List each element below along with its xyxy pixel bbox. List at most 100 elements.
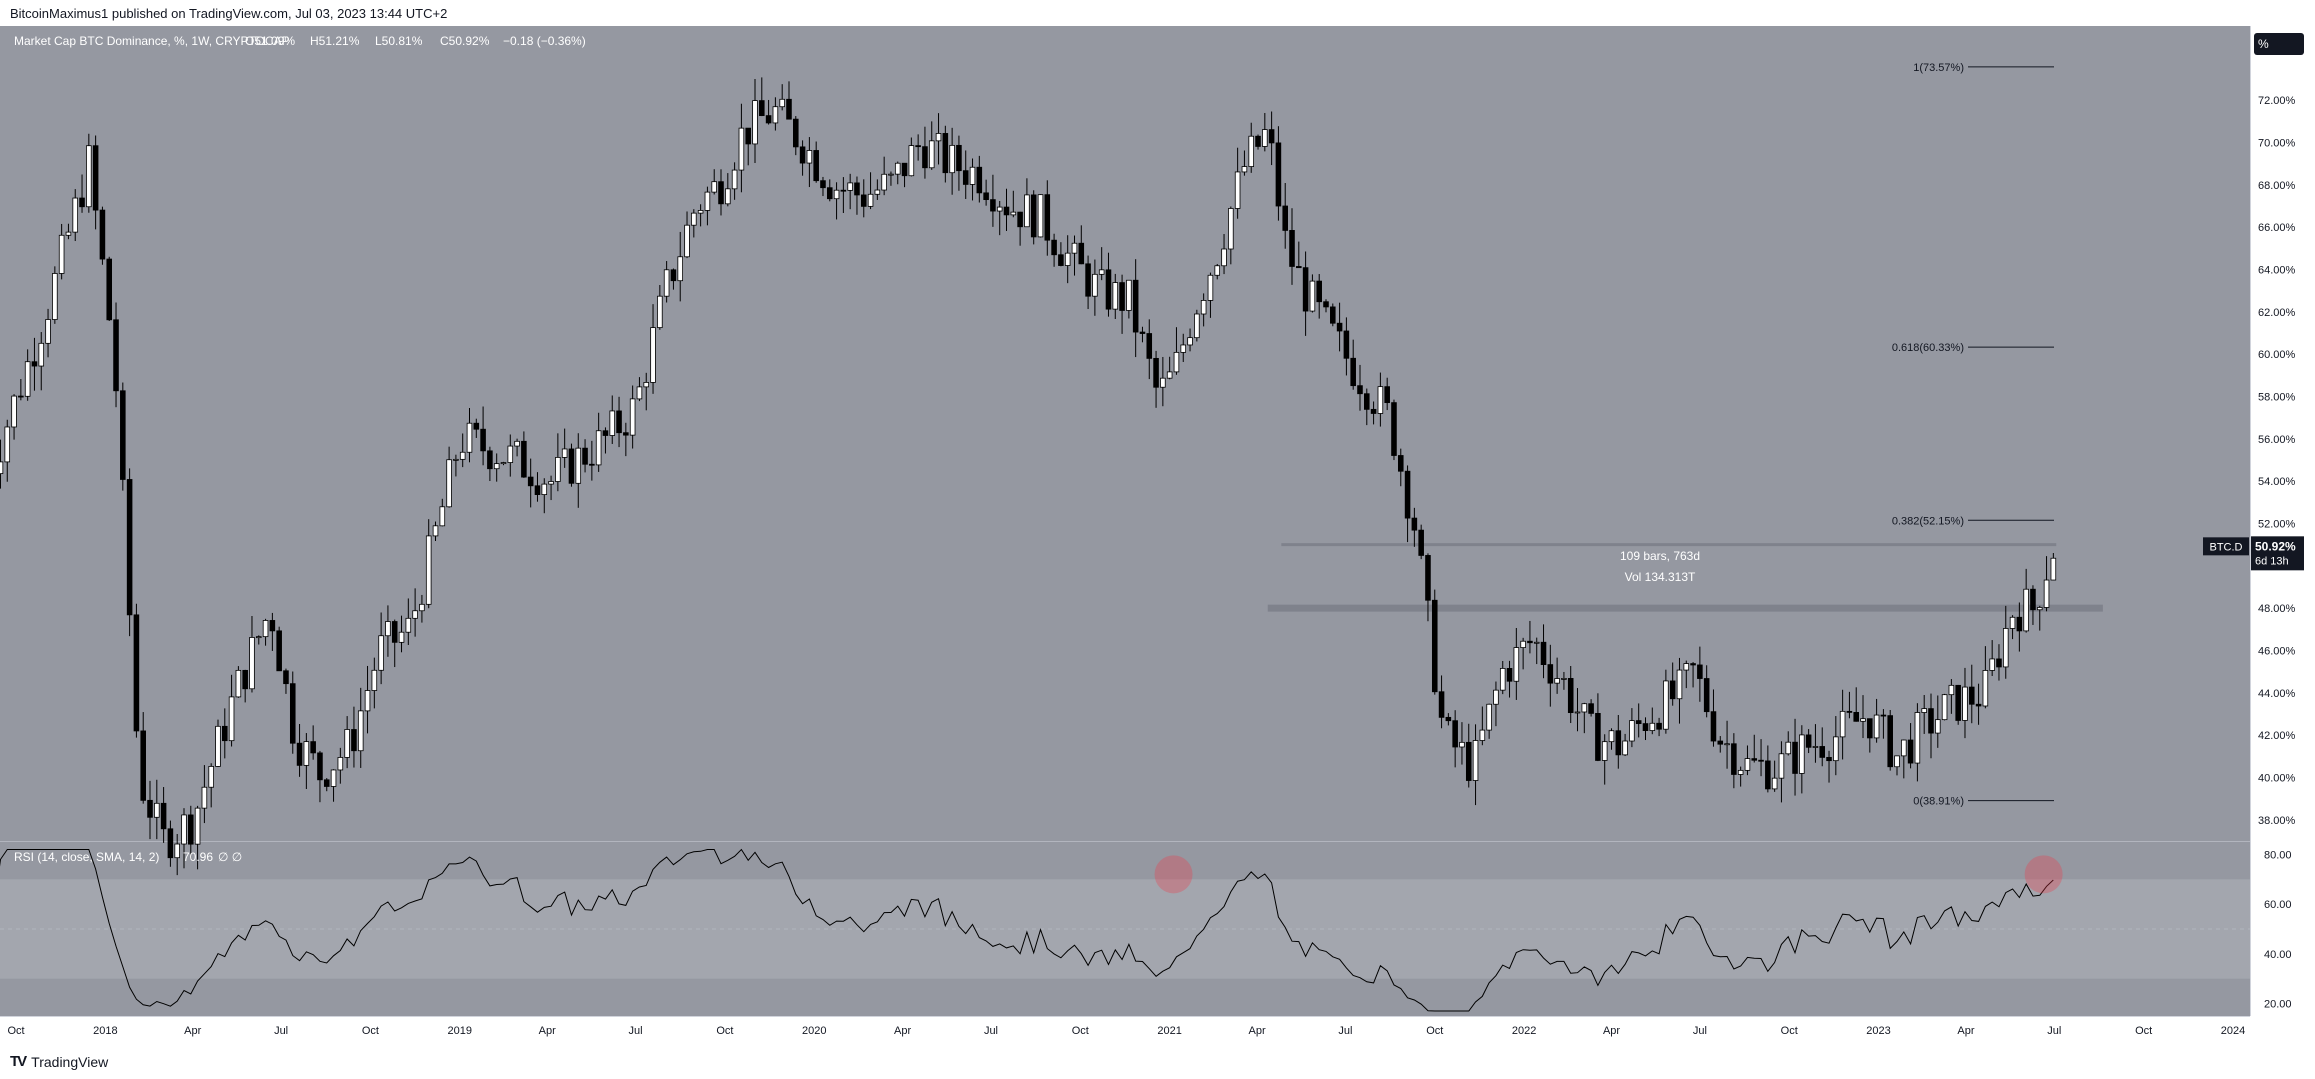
candle-body <box>1228 208 1234 250</box>
candle-body <box>657 295 663 329</box>
candle <box>1799 725 1805 794</box>
fib-label: 0(38.91%) <box>1913 796 1964 808</box>
unit-button[interactable]: % <box>2254 33 2304 55</box>
candle-body <box>663 269 670 297</box>
candle <box>568 443 575 487</box>
candle <box>296 723 303 777</box>
candle <box>1268 111 1275 166</box>
candle <box>595 412 602 472</box>
candle <box>1989 640 1995 676</box>
candle <box>1105 252 1112 317</box>
candle <box>514 438 520 457</box>
candle <box>1486 703 1492 739</box>
candle-body <box>188 814 194 845</box>
ohlc-low: L50.81% <box>375 34 423 48</box>
candle-body <box>1370 408 1377 414</box>
candle-body <box>1064 252 1071 266</box>
price-tick: 46.00% <box>2258 645 2296 657</box>
candle <box>1663 669 1669 734</box>
candle-body <box>1601 741 1608 761</box>
candle-body <box>860 194 867 207</box>
candle-body <box>405 617 412 633</box>
candle <box>1697 646 1703 702</box>
price-tick: 52.00% <box>2258 518 2296 530</box>
candle <box>357 687 364 768</box>
horizontal-levels[interactable] <box>1267 543 2103 612</box>
candle <box>1234 147 1241 219</box>
candle-body <box>500 462 507 465</box>
candle <box>317 750 323 803</box>
candle-body <box>854 182 860 196</box>
candle-body <box>1438 691 1445 718</box>
candle <box>1839 689 1846 760</box>
candle-body <box>928 140 935 169</box>
candle <box>793 116 799 156</box>
unit-button-label[interactable]: % <box>2258 37 2269 51</box>
candle <box>1364 388 1370 426</box>
candle <box>1588 699 1594 717</box>
candle <box>106 256 113 322</box>
candle <box>779 84 785 111</box>
candle-body <box>1044 194 1051 241</box>
candle <box>1051 233 1057 267</box>
candle-body <box>453 458 459 461</box>
candle-body <box>167 828 174 859</box>
candle-body <box>684 224 690 258</box>
publish-info: BitcoinMaximus1 published on TradingView… <box>10 6 448 21</box>
candle <box>303 733 310 790</box>
candle <box>487 446 493 482</box>
candle-body <box>1248 135 1255 167</box>
candle-body <box>371 669 378 691</box>
candle-body <box>1397 455 1404 472</box>
price-tick: 62.00% <box>2258 307 2296 319</box>
candle <box>1438 675 1445 729</box>
candle <box>446 446 452 508</box>
candle-body <box>1724 743 1730 746</box>
price-tick: 68.00% <box>2258 180 2296 192</box>
candle <box>412 588 418 637</box>
tradingview-logo[interactable]: TV TradingView <box>10 1053 108 1070</box>
candle <box>58 223 65 280</box>
candle-body <box>1771 777 1778 790</box>
candle <box>1887 709 1893 771</box>
candle <box>310 725 316 760</box>
last-price: 50.92% <box>2255 539 2296 553</box>
candle-body <box>1486 703 1492 731</box>
candle-body <box>1935 719 1941 734</box>
candle-body <box>1561 678 1567 680</box>
candle <box>602 427 609 454</box>
candle-body <box>1058 254 1064 266</box>
candles[interactable] <box>0 77 2057 876</box>
candle <box>154 779 160 840</box>
candle <box>1010 190 1017 218</box>
candle-body <box>1826 756 1832 762</box>
candle <box>1336 302 1343 352</box>
candle-body <box>1731 743 1737 775</box>
candle-body <box>1160 377 1166 388</box>
candle <box>657 284 663 330</box>
candle-body <box>133 614 140 732</box>
rsi-value: 70.96 <box>183 850 213 864</box>
candle <box>92 135 99 230</box>
candle <box>215 719 221 768</box>
time-tick: Oct <box>2135 1025 2152 1037</box>
time-tick: Apr <box>184 1025 201 1037</box>
candle-body <box>534 485 541 495</box>
candle <box>548 475 554 501</box>
candle-body <box>235 669 242 698</box>
candle <box>759 77 765 117</box>
candle-body <box>1690 663 1696 666</box>
candle <box>969 158 976 201</box>
candle <box>718 169 724 216</box>
candle-body <box>881 173 887 191</box>
candle <box>1289 208 1295 285</box>
candle <box>1323 299 1329 313</box>
candle-body <box>772 106 779 124</box>
candle-body <box>1282 205 1288 231</box>
candle-body <box>568 448 575 484</box>
candle <box>1296 241 1302 269</box>
fib-levels[interactable]: 1(73.57%) 0.618(60.33%) 0.382(52.15%) 0(38.… <box>1892 62 2054 808</box>
candle <box>983 179 989 206</box>
candle-body <box>317 752 323 781</box>
